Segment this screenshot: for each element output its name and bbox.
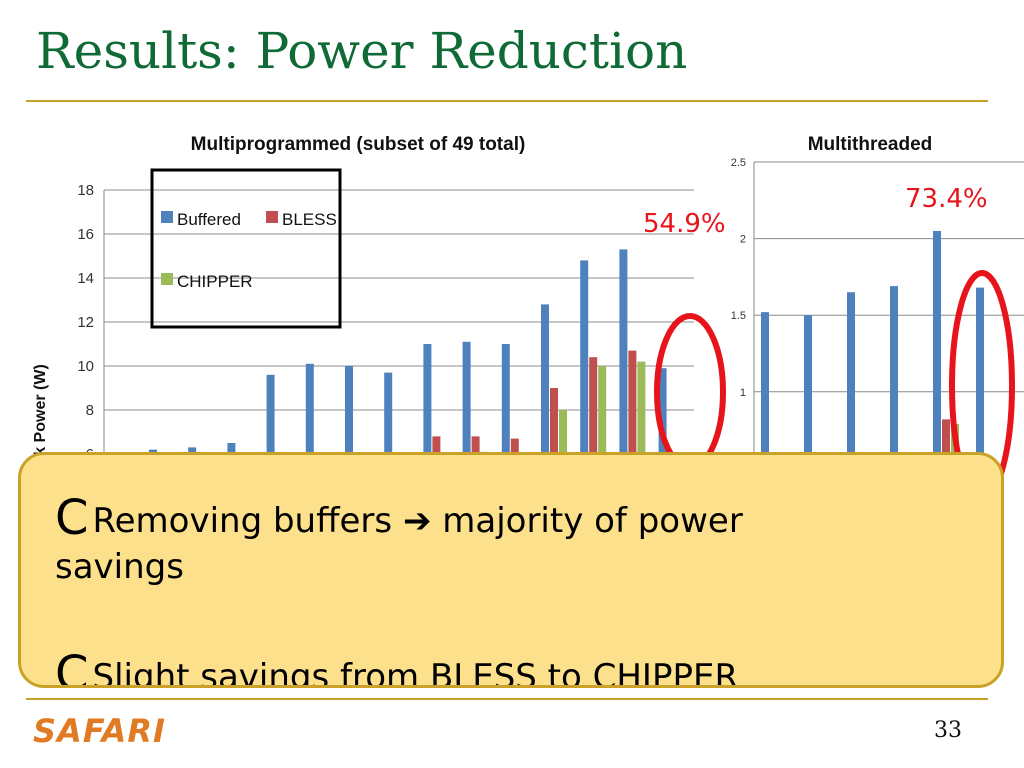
arrow-icon: ➔ (402, 501, 432, 541)
legend-swatch-buffered (161, 211, 173, 223)
legend-label-buffered: Buffered (177, 210, 241, 229)
mt-bar-buffered (933, 230, 941, 545)
footer-rule (26, 698, 988, 700)
legend-frame (150, 168, 342, 329)
callout-box: C Removing buffers ➔ majority of power sa… (18, 452, 1004, 688)
mt-bar-buffered (761, 312, 769, 545)
bullet-text-end: majority of power savings (55, 501, 743, 587)
mp-tick-label: 12 (77, 314, 94, 331)
mp-bar-buffered (580, 260, 589, 586)
annotation-multiprogrammed-reduction: 54.9% (643, 209, 726, 239)
mp-tick-label: 18 (77, 182, 94, 199)
mt-bar-buffered (804, 315, 812, 545)
mp-tick-label: 16 (77, 226, 94, 243)
bullet-buffers: C Removing buffers ➔ majority of power sa… (55, 494, 875, 590)
chart-title-multiprogrammed: Multiprogrammed (subset of 49 total) (191, 134, 526, 155)
mp-tick-label: 8 (86, 402, 94, 419)
bullet-icon: C (55, 490, 89, 546)
legend-label-chipper: CHIPPER (177, 272, 253, 291)
bullet-icon: C (55, 646, 89, 688)
mt-bar-buffered (976, 287, 984, 545)
y-axis-title: k Power (W) (32, 364, 49, 456)
legend-box: Buffered BLESS CHIPPER (150, 168, 342, 329)
mt-tick-label: 1 (740, 387, 746, 399)
safari-logo: SAFARI (33, 712, 166, 750)
mt-bar-buffered (890, 286, 898, 545)
annotation-multithreaded-reduction: 73.4% (905, 184, 988, 214)
legend-swatch-bless (266, 211, 278, 223)
mt-tick-label: 1.5 (731, 310, 746, 322)
chart-title-multithreaded: Multithreaded (808, 134, 933, 155)
bullet-text: Slight savings from BLESS to CHIPPER (92, 657, 739, 688)
page-number: 33 (934, 718, 962, 743)
legend-swatch-chipper (161, 273, 173, 285)
legend-label-bless: BLESS (282, 210, 337, 229)
mp-bar-buffered (541, 304, 549, 586)
mt-bar-buffered (847, 292, 855, 545)
mp-tick-label: 14 (77, 270, 94, 287)
bullet-text-start: Removing buffers (92, 501, 403, 541)
mp-bar-buffered (619, 249, 628, 586)
highlight-ellipse-multiprogrammed (654, 313, 726, 471)
bullet-bless-chipper: C Slight savings from BLESS to CHIPPER (55, 650, 875, 688)
title-rule (26, 100, 988, 102)
slide-title: Results: Power Reduction (36, 22, 688, 80)
mt-tick-label: 2 (740, 234, 746, 246)
mp-tick-label: 10 (77, 358, 94, 375)
mt-tick-label: 2.5 (731, 157, 746, 169)
